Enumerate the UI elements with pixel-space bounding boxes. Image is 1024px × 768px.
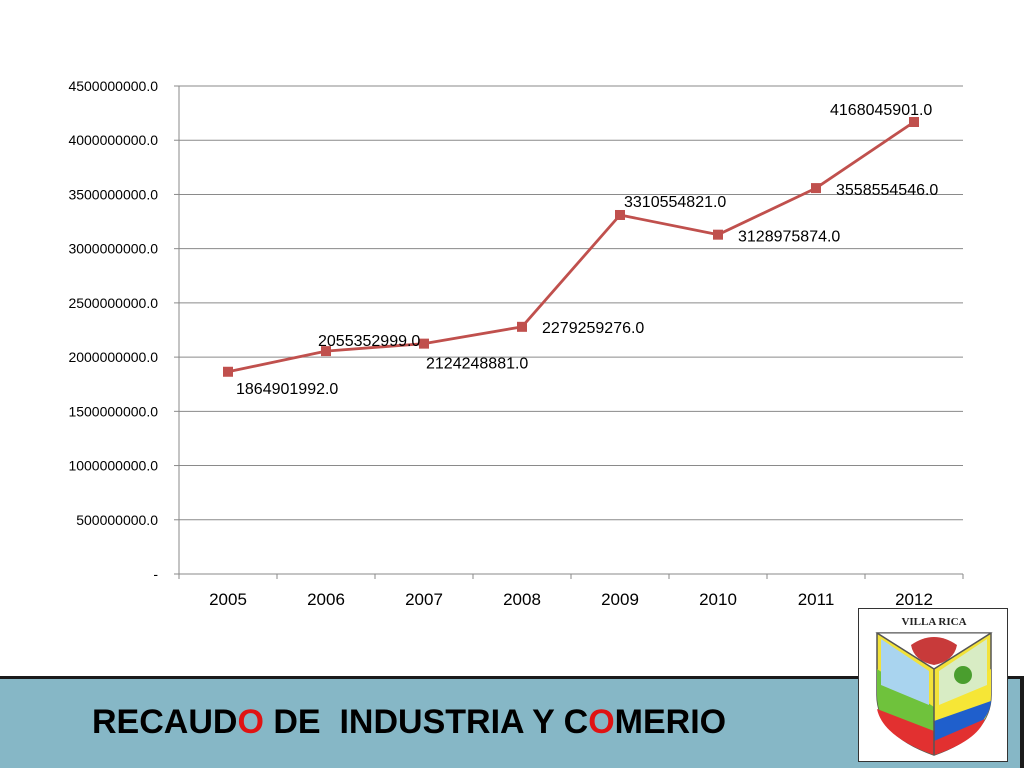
y-tick-label: 3500000000.0 — [68, 186, 158, 202]
y-tick-label: 1000000000.0 — [68, 458, 158, 474]
x-tick-label: 2010 — [699, 590, 737, 609]
y-tick-label: 4500000000.0 — [68, 78, 158, 94]
x-tick-label: 2006 — [307, 590, 345, 609]
data-label: 4168045901.0 — [830, 102, 932, 119]
series-markers — [223, 116, 919, 377]
footer-band — [0, 679, 1024, 768]
y-tick-label: 3000000000.0 — [68, 241, 158, 257]
y-tick-label: 4000000000.0 — [68, 132, 158, 148]
y-axis-tick-labels: - 500000000.0 1000000000.0 1500000000.0 2000… — [68, 78, 158, 582]
x-tick-label: 2005 — [209, 590, 247, 609]
x-tick-label: 2012 — [895, 590, 933, 609]
series-line-path — [227, 120, 915, 374]
data-point — [909, 116, 919, 127]
series-line — [227, 120, 915, 374]
footer-band-edge — [1020, 676, 1024, 768]
data-labels: 1864901992.0 2055352999.0 2124248881.0 2279… — [236, 102, 938, 398]
data-point — [517, 321, 527, 332]
data-label: 2279259276.0 — [542, 320, 644, 337]
y-tick-label: 1500000000.0 — [68, 403, 158, 419]
x-axis-tick-labels: 2005 2006 2007 2008 2009 2010 2011 2012 — [209, 590, 933, 609]
data-point — [419, 338, 429, 349]
gridlines — [174, 85, 964, 579]
data-label: 3128975874.0 — [738, 229, 840, 246]
logo-text: VILLA RICA — [901, 616, 966, 628]
y-tick-label: 2500000000.0 — [68, 295, 158, 311]
villa-rica-logo: VILLA RICA — [858, 608, 1008, 762]
slide-title: RECAUDO DE INDUSTRIA Y COMERIO — [92, 703, 727, 741]
y-tick-label: 2000000000.0 — [68, 349, 158, 365]
y-tick-label: 500000000.0 — [76, 512, 158, 528]
data-point — [713, 229, 723, 240]
data-label: 2055352999.0 — [318, 333, 420, 350]
x-tick-label: 2009 — [601, 590, 639, 609]
data-point — [223, 366, 233, 377]
line-chart: - 500000000.0 1000000000.0 1500000000.0 2000… — [68, 78, 964, 609]
data-label: 2124248881.0 — [426, 356, 528, 373]
footer-band-border — [0, 676, 1024, 679]
data-label: 1864901992.0 — [236, 381, 338, 398]
data-label: 3310554821.0 — [624, 194, 726, 211]
y-tick-label: - — [153, 566, 158, 582]
x-tick-label: 2008 — [503, 590, 541, 609]
x-tick-label: 2011 — [798, 590, 835, 609]
data-point — [811, 183, 821, 194]
data-label: 3558554546.0 — [836, 182, 938, 199]
data-point — [615, 209, 625, 220]
data-point — [321, 346, 331, 357]
x-tick-label: 2007 — [405, 590, 443, 609]
